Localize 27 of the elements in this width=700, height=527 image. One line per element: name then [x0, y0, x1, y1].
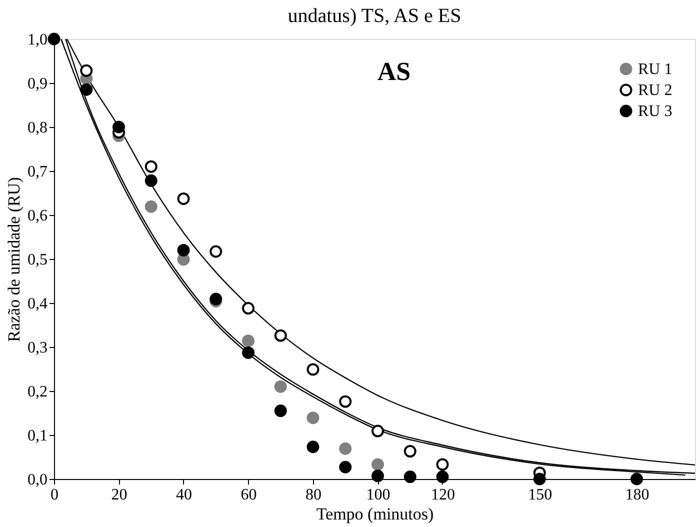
y-tick-label: 1,0: [28, 32, 48, 48]
y-tick-label: 0,2: [28, 384, 48, 400]
y-tick-label: 0,4: [28, 296, 48, 312]
x-tick-label: 180: [625, 486, 650, 504]
y-tick-label: 0,9: [28, 76, 48, 92]
x-tick-label: 0: [50, 486, 58, 504]
y-tick-label: 0,7: [28, 164, 48, 180]
x-tick-label: 100: [366, 486, 390, 504]
y-tick-label: 0,6: [28, 208, 48, 224]
x-tick-label: 60: [240, 486, 257, 504]
x-tick-label: 80: [305, 486, 322, 504]
legend-label: RU 2: [638, 82, 672, 99]
x-tick-label: 20: [111, 486, 128, 504]
x-tick-label: 150: [528, 486, 552, 504]
y-tick-label: 0,8: [28, 120, 48, 136]
y-tick-label: 0,3: [28, 340, 48, 356]
legend-label: RU 3: [638, 103, 672, 120]
x-tick-label: 40: [176, 486, 192, 504]
chart-title: undatus) TS, AS e ES: [288, 4, 462, 27]
y-tick-label: 0,1: [28, 428, 48, 444]
x-axis-title: Tempo (minutos): [316, 504, 434, 524]
y-axis-title: Razão de umidade (RU): [4, 177, 24, 342]
legend-label: RU 1: [638, 61, 672, 78]
annotation: AS: [377, 57, 411, 86]
x-tick-label: 120: [430, 486, 455, 504]
y-tick-label: 0,5: [28, 252, 48, 268]
y-tick-label: 0,0: [28, 472, 48, 488]
